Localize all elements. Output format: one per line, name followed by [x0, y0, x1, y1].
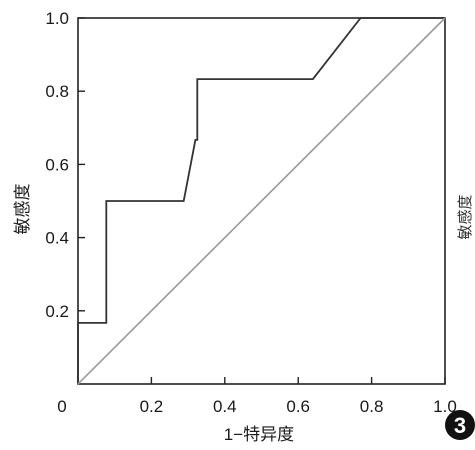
panel-number-badge: 3	[445, 410, 475, 440]
x-tick-label: 0.8	[360, 397, 384, 416]
y-tick-label: 0.2	[45, 302, 69, 321]
x-tick-label: 0.4	[213, 397, 237, 416]
y-tick-label: 0.8	[45, 82, 69, 101]
x-tick-label: 0.6	[286, 397, 310, 416]
panel-badge-number: 3	[454, 413, 466, 438]
y-tick-label: 0.6	[45, 155, 69, 174]
tick-labels: 0 0.2 0.4 0.6 0.8 1.0 0.2 0.4 0.6 0.8 1.0	[45, 9, 456, 416]
x-tick-label: 0	[57, 397, 66, 416]
x-tick-label: 1.0	[433, 397, 457, 416]
diagonal-reference-line	[77, 17, 446, 385]
plot-frame	[77, 17, 446, 385]
x-axis-title: 1−特异度	[224, 425, 294, 444]
panel-badge-circle	[445, 410, 475, 440]
series-layer	[77, 17, 446, 385]
x-tick-label: 0.2	[140, 397, 164, 416]
y-tick-label: 1.0	[45, 9, 69, 28]
roc-curve-line	[77, 17, 445, 384]
axes	[77, 17, 446, 385]
y-tick-label: 0.4	[45, 229, 69, 248]
y-axis-title: 敏感度	[13, 184, 32, 235]
adjacent-panel-axis-title: 敏感度	[457, 194, 474, 239]
